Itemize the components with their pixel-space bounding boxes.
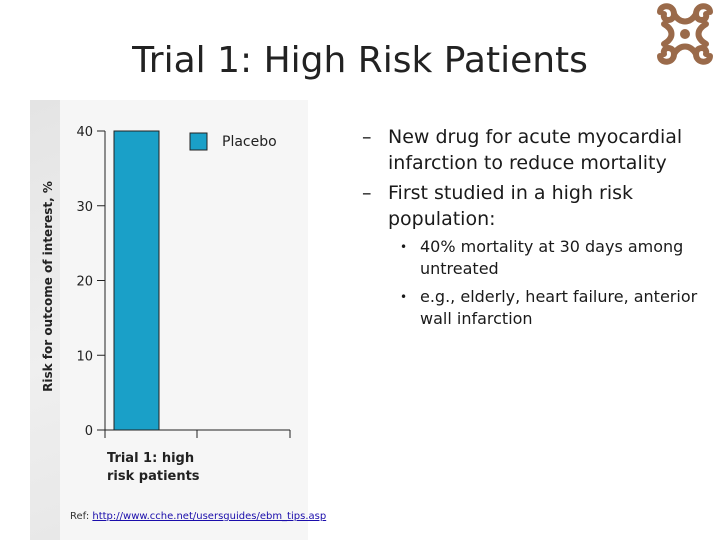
y-tick-label: 20 bbox=[76, 275, 93, 290]
y-tick-label: 10 bbox=[76, 349, 93, 364]
reference-link[interactable]: http://www.cche.net/usersguides/ebm_tips… bbox=[92, 511, 326, 522]
y-axis-label: Risk for outcome of interest, % bbox=[41, 181, 55, 392]
sub-bullet-text: 40% mortality at 30 days among untreated bbox=[420, 236, 712, 280]
y-tick-label: 30 bbox=[76, 200, 93, 215]
bullet-item: – New drug for acute myocardial infarcti… bbox=[362, 124, 712, 176]
sub-bullet-item: • 40% mortality at 30 days among untreat… bbox=[400, 236, 712, 280]
sub-bullet-text: e.g., elderly, heart failure, anterior w… bbox=[420, 286, 712, 330]
sub-bullet-item: • e.g., elderly, heart failure, anterior… bbox=[400, 286, 712, 330]
bullet-text: First studied in a high risk population: bbox=[388, 180, 712, 232]
category-label: risk patients bbox=[107, 469, 200, 484]
y-tick-label: 0 bbox=[85, 424, 93, 439]
reference-note: Ref: http://www.cche.net/usersguides/ebm… bbox=[70, 511, 326, 522]
category-label: Trial 1: high bbox=[107, 451, 194, 466]
y-tick-label: 40 bbox=[76, 125, 93, 140]
legend-label: Placebo bbox=[222, 134, 277, 150]
reference-label: Ref: bbox=[70, 511, 89, 522]
bullet-item: – First studied in a high risk populatio… bbox=[362, 180, 712, 232]
bullet-list: – New drug for acute myocardial infarcti… bbox=[362, 124, 712, 336]
bar-placebo bbox=[114, 131, 159, 430]
bullet-text: New drug for acute myocardial infarction… bbox=[388, 124, 712, 176]
legend-swatch bbox=[190, 133, 207, 150]
